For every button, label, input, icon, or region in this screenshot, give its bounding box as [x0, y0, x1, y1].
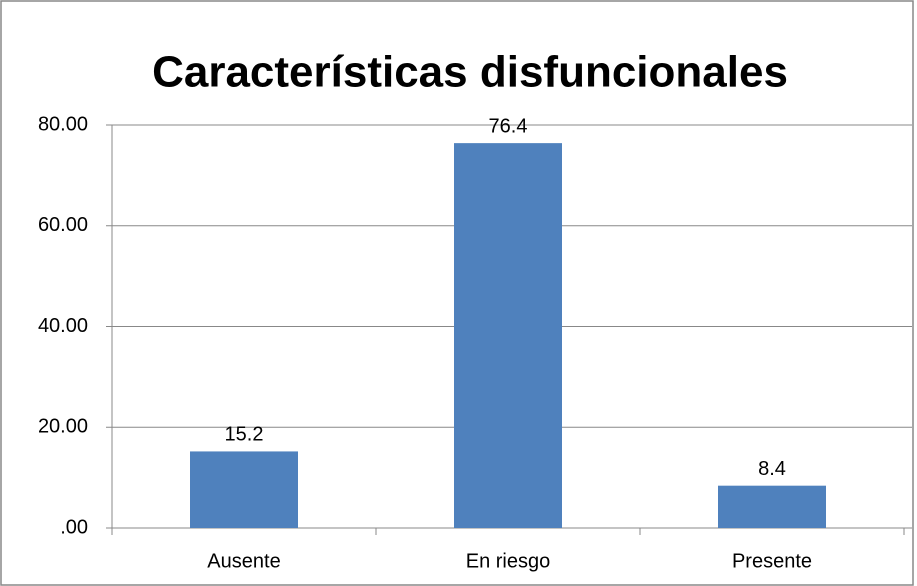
- y-tick-label: 60.00: [38, 214, 88, 236]
- y-tick-label: .00: [60, 516, 88, 538]
- bar: [190, 451, 298, 528]
- x-tick-label: Ausente: [207, 550, 280, 572]
- x-tick-label: Presente: [732, 550, 812, 572]
- x-tick-label: En riesgo: [466, 550, 551, 572]
- data-label: 15.2: [225, 424, 264, 446]
- y-tick-label: 20.00: [38, 416, 88, 438]
- bar: [454, 143, 562, 528]
- data-label: 8.4: [758, 458, 786, 480]
- y-tick-label: 80.00: [38, 113, 88, 135]
- data-label: 76.4: [489, 115, 528, 137]
- bar: [718, 485, 826, 528]
- y-tick-label: 40.00: [38, 315, 88, 337]
- chart-title: Características disfuncionales: [152, 48, 788, 97]
